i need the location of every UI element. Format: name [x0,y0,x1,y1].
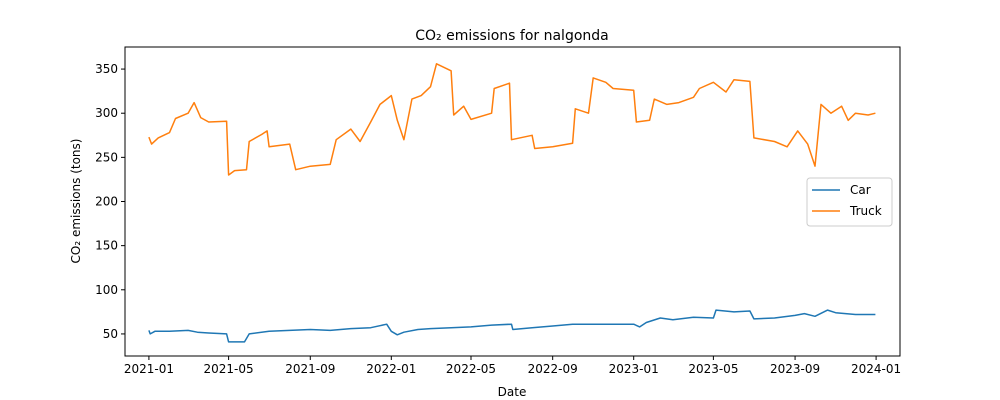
x-axis-label: Date [498,385,527,399]
legend: Car Truck [806,177,893,227]
y-axis: 50 100 150 200 250 300 350 [95,62,125,341]
legend-label-car: Car [850,183,871,197]
x-tick-label: 2024-01 [851,362,901,376]
x-axis: 2021-01 2021-05 2021-09 2022-01 2022-05 2022-… [124,356,901,376]
x-tick-label: 2023-01 [609,362,659,376]
plot-area [148,63,876,343]
series-line-truck [148,63,876,176]
x-tick-label: 2022-05 [446,362,496,376]
y-tick-label: 150 [95,239,118,253]
y-tick-label: 250 [95,150,118,164]
x-tick-label: 2022-09 [528,362,578,376]
x-tick-label: 2021-01 [124,362,174,376]
y-tick-label: 300 [95,106,118,120]
y-tick-label: 350 [95,62,118,76]
y-tick-label: 200 [95,195,118,209]
x-tick-label: 2023-09 [770,362,820,376]
y-tick-label: 100 [95,283,118,297]
x-tick-label: 2022-01 [366,362,416,376]
legend-label-truck: Truck [849,204,882,218]
series-line-car [148,309,876,343]
y-axis-label: CO₂ emissions (tons) [69,139,83,264]
x-tick-label: 2023-05 [688,362,738,376]
x-tick-label: 2021-09 [285,362,335,376]
y-tick-label: 50 [103,327,118,341]
x-tick-label: 2021-05 [204,362,254,376]
chart-title: CO₂ emissions for nalgonda [415,28,609,44]
